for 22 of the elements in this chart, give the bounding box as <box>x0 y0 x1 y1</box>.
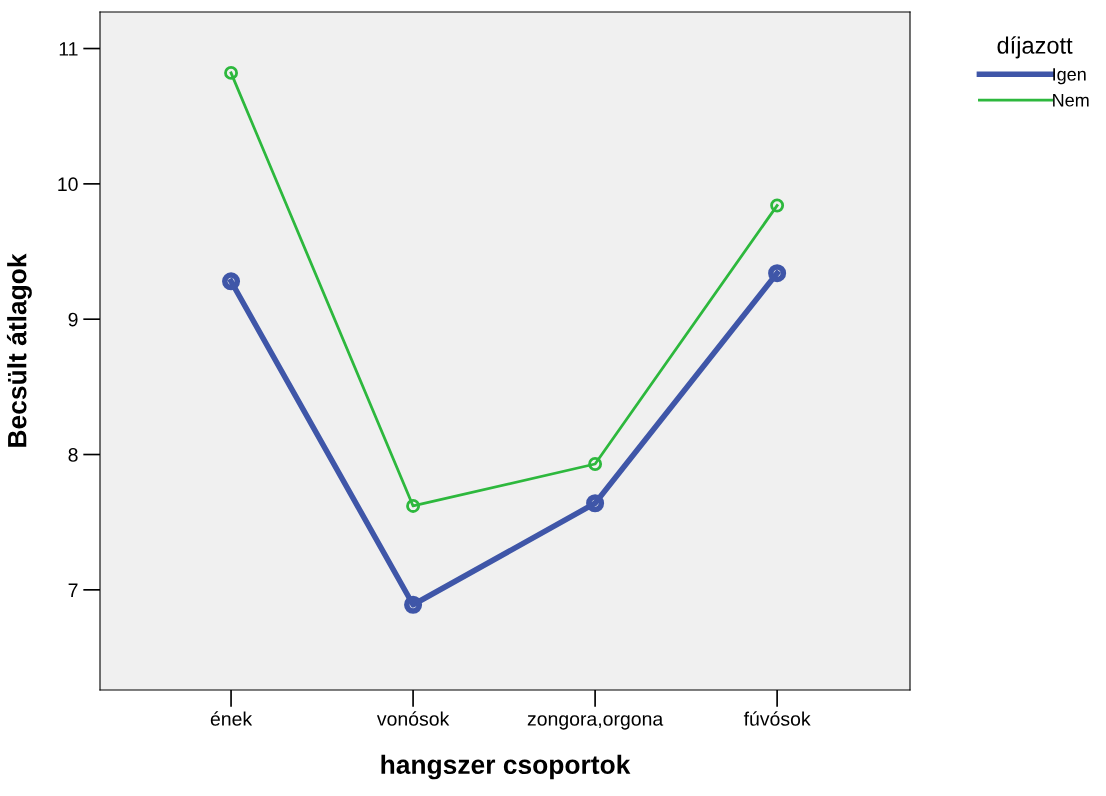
y-tick-label: 9 <box>68 312 78 327</box>
point <box>404 595 423 614</box>
y-tick-label: 11 <box>59 42 78 56</box>
point <box>224 65 238 80</box>
y-axis-title: Becsült átlagok <box>6 253 32 447</box>
x-axis-title: hangszer csoportok <box>381 754 631 780</box>
point <box>770 198 785 213</box>
y-tick-label: 10 <box>58 177 78 192</box>
legend-label: Igen <box>1053 68 1086 85</box>
point <box>406 499 421 513</box>
x-tick-label: vonósok <box>376 711 450 726</box>
x-tick-label: ének <box>210 711 253 726</box>
x-tick-label: fúvósok <box>743 711 811 726</box>
point <box>222 272 241 291</box>
y-tick-label: 7 <box>68 583 78 597</box>
legend-title: díjazott <box>997 36 1073 59</box>
point <box>588 457 603 471</box>
legend-label: Nem <box>1053 93 1089 107</box>
x-tick-label: zongora,orgona <box>527 715 664 730</box>
y-tick-label: 8 <box>68 447 78 462</box>
point <box>586 494 605 513</box>
point <box>768 264 787 283</box>
